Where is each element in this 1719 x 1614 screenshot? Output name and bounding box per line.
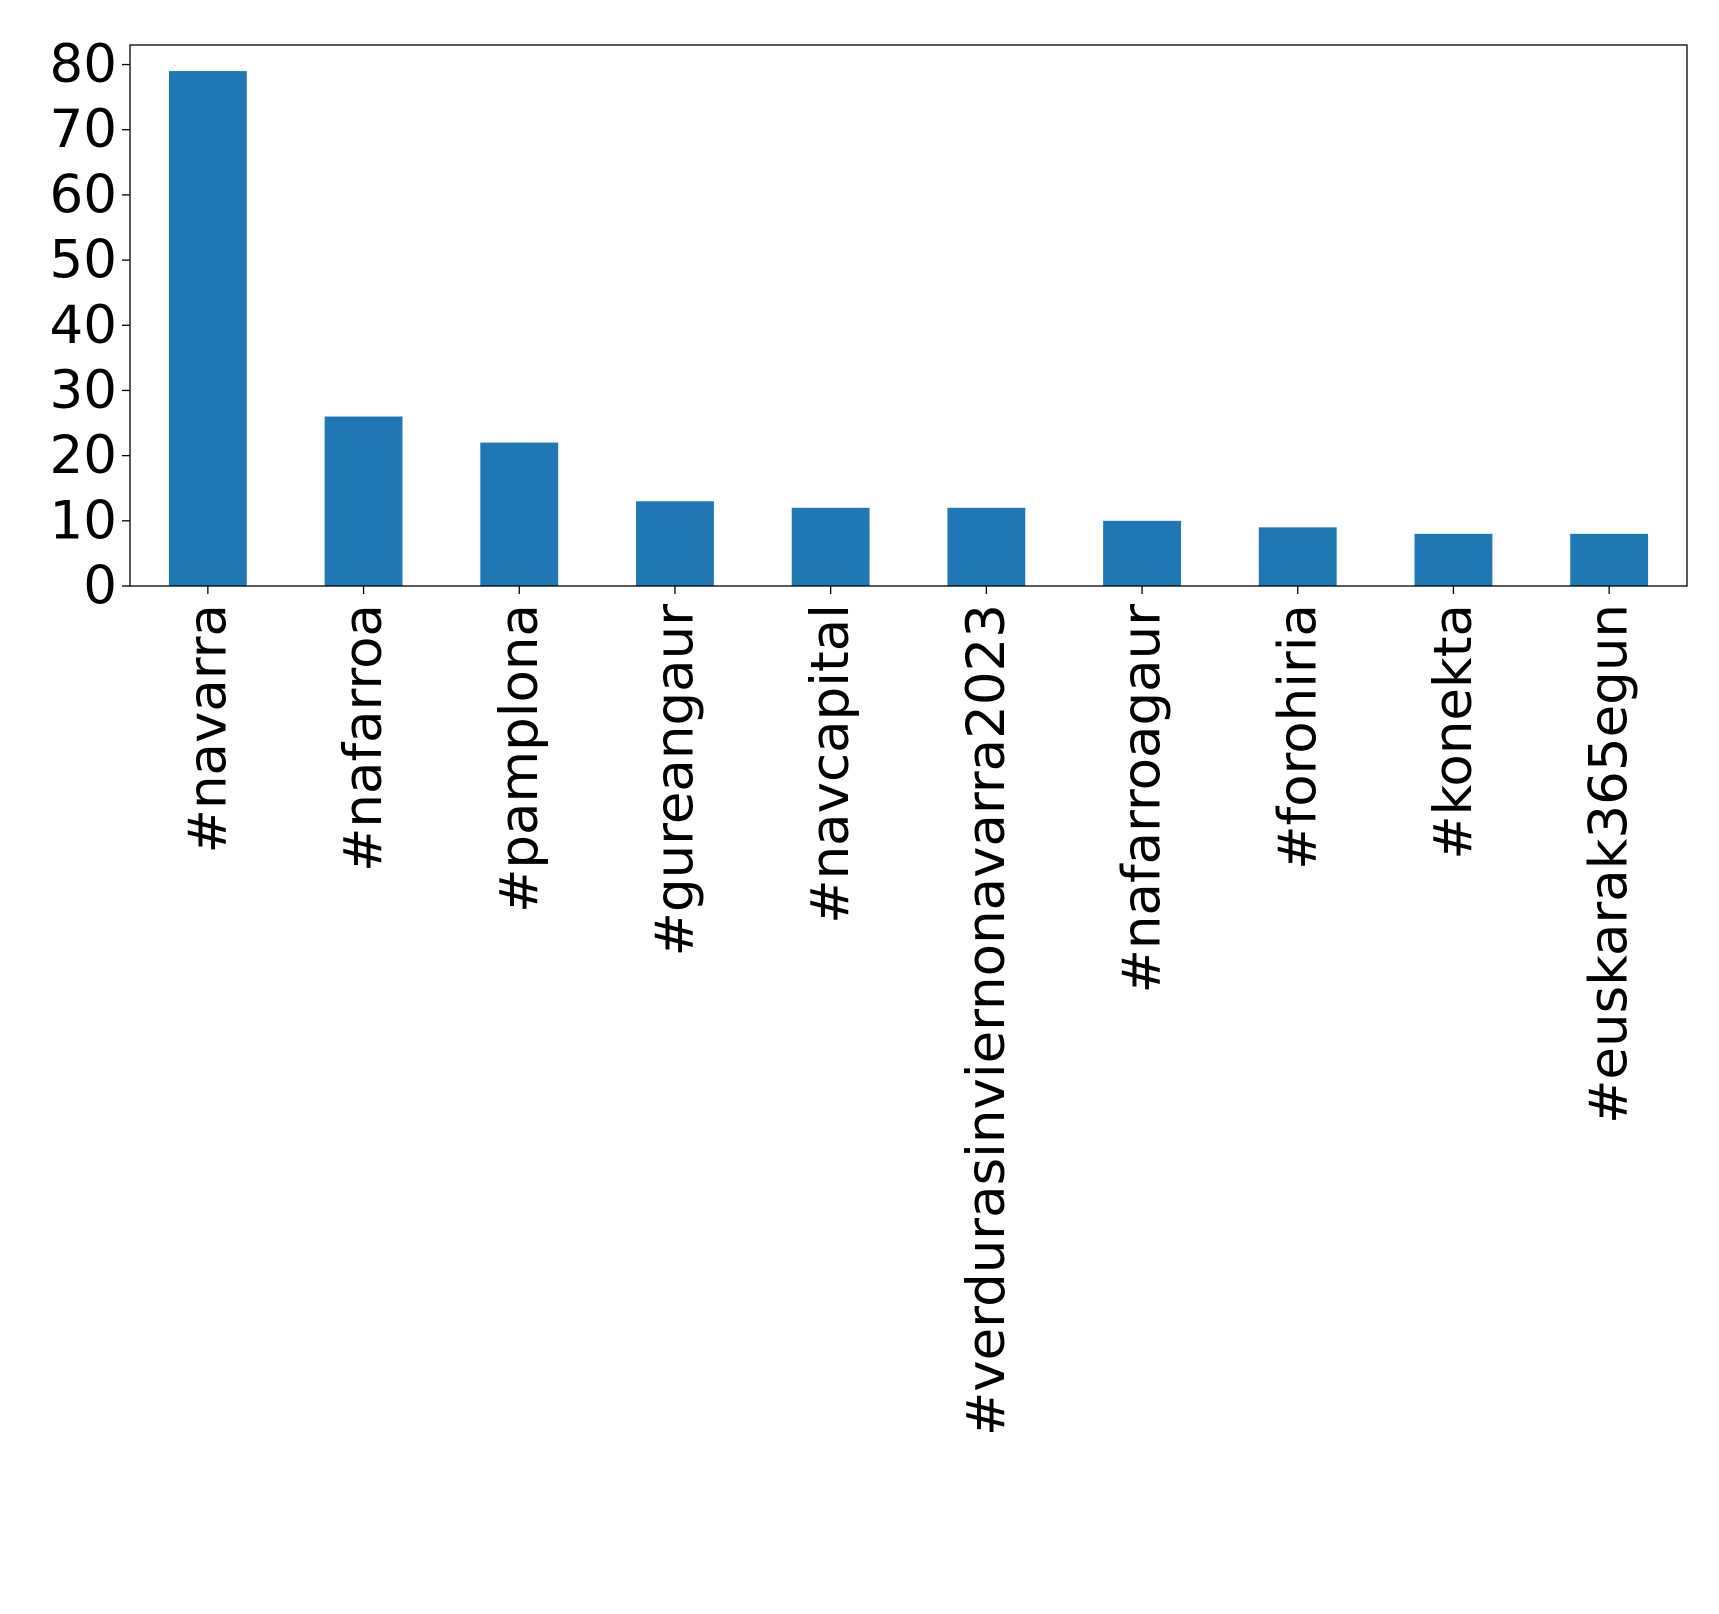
bar-verdurasinviernonavarra2023 [947,507,1026,586]
bar-navarra [168,71,247,587]
x-tick-label: #nafarroa [333,604,394,872]
x-tick-label: #gureangaur [644,604,705,957]
x-tick-label: #verdurasinviernonavarra2023 [956,604,1017,1436]
bar-forohiria [1258,527,1337,586]
plot-frame [129,44,1688,587]
y-tick-label: 20 [50,425,117,486]
y-tick-label: 30 [50,360,117,421]
y-tick-label: 10 [50,490,117,551]
x-tick-label: #euskarak365egun [1579,604,1640,1124]
y-tick-label: 50 [50,230,117,291]
x-tick-label: #forohiria [1267,604,1328,870]
x-tick-label: #navarra [177,604,238,853]
bar-navcapital [791,507,870,586]
y-tick-label: 0 [83,556,117,617]
x-axis: #navarra #nafarroa #pamplona #gureangaur #na… [177,586,1640,1436]
bar-pamplona [480,442,559,586]
x-tick-label: #navcapital [800,604,861,924]
bars-group [168,71,1649,587]
bar-konekta [1414,533,1493,586]
y-tick-label: 80 [50,34,117,95]
y-tick-label: 40 [50,295,117,356]
x-tick-label: #nafarroagaur [1112,604,1173,994]
y-tick-label: 70 [50,99,117,160]
bar-euskarak365egun [1570,533,1649,586]
y-tick-label: 60 [50,164,117,225]
bar-nafarroa [324,416,403,586]
x-tick-label: #konekta [1423,604,1484,860]
bar-gureangaur [636,501,714,586]
bar-nafarroagaur [1103,520,1181,586]
x-tick-label: #pamplona [489,604,550,913]
